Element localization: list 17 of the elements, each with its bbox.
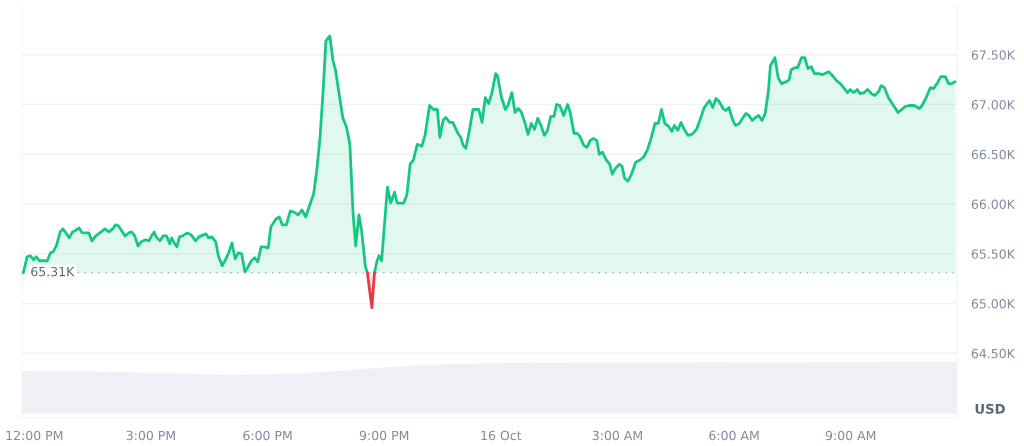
x-tick-label: 6:00 PM [243, 430, 292, 441]
y-axis-title: USD [975, 403, 1005, 414]
y-tick-label: 65.00K [971, 299, 1016, 309]
y-tick-label: 67.00K [971, 99, 1016, 110]
x-tick-label: 12:00 PM [6, 430, 63, 441]
x-tick-label: 6:00 AM [709, 430, 759, 441]
y-tick-label: 65.50K [971, 249, 1016, 259]
y-tick-label: 67.50K [971, 50, 1016, 60]
x-tick-label: 9:00 AM [825, 430, 876, 441]
ref-line-label: 65.31K [31, 266, 75, 277]
x-tick-label: 16 Oct [481, 430, 522, 441]
x-tick-label: 9:00 PM [359, 430, 409, 441]
y-tick-label: 64.50K [971, 348, 1016, 359]
y-tick-label: 66.00K [971, 199, 1016, 209]
x-tick-label: 3:00 AM [592, 430, 642, 441]
y-tick-label: 66.50K [971, 149, 1016, 160]
x-tick-label: 3:00 PM [126, 430, 175, 441]
